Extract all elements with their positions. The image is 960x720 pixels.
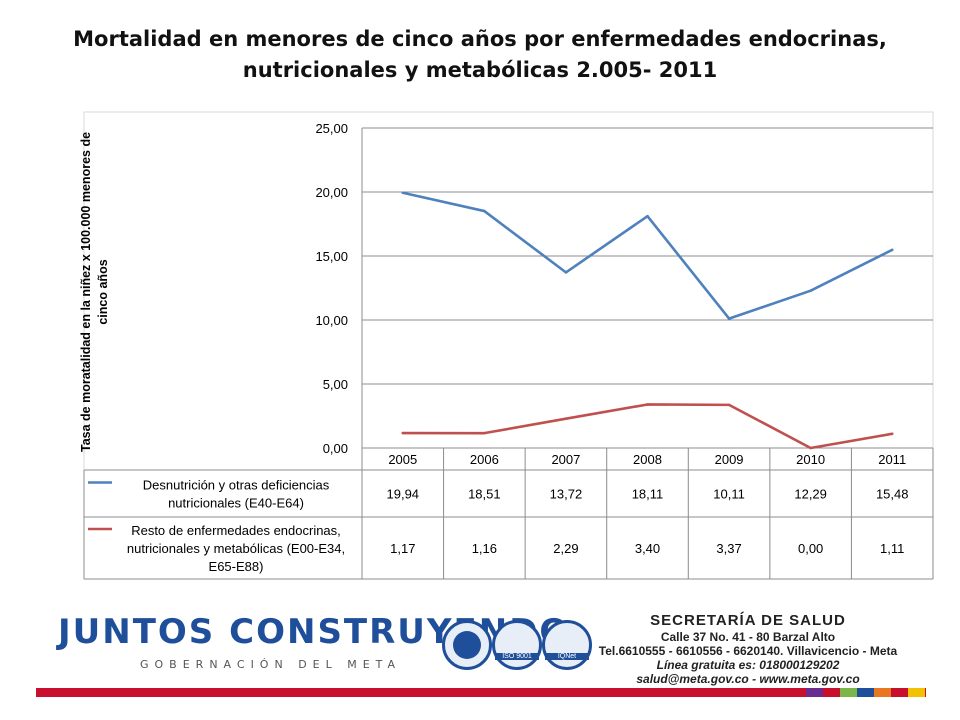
chart: 0,00 5,00 10,00 15,00 20,00 25,00 Tasa de mor… <box>79 111 934 580</box>
chart-frame <box>83 111 934 580</box>
data-cell: 18,11 <box>632 487 664 502</box>
x-tick-label: 2005 <box>388 452 417 467</box>
x-tick-label: 2008 <box>633 452 662 467</box>
chart-title: Mortalidad en menores de cinco años por … <box>40 24 920 86</box>
y-axis-label-line: Tasa de moratalidad en la niñez x 100.00… <box>79 132 93 452</box>
color-stripe <box>840 688 857 697</box>
chart-title-line-1: Mortalidad en menores de cinco años por … <box>73 27 887 51</box>
series-lines <box>401 191 894 450</box>
data-cell: 0,00 <box>798 541 823 556</box>
iso-9001-seal-icon: ISO 9001 <box>492 620 542 670</box>
x-tick-label: 2011 <box>878 452 906 467</box>
y-axis-label-line: cinco años <box>96 259 110 324</box>
series-point <box>646 214 649 218</box>
x-tick-label: 2009 <box>715 452 744 467</box>
footer-bar <box>36 688 926 697</box>
contact-block: SECRETARÍA DE SALUD Calle 37 No. 41 - 80… <box>588 612 908 686</box>
contact-phones: Tel.6610555 - 6610556 - 6620140. Villavi… <box>598 644 898 658</box>
series-point <box>809 446 812 450</box>
series-point <box>401 191 405 195</box>
series-point <box>483 209 486 213</box>
legend-entry-line: Desnutrición y otras deficiencias <box>143 478 330 493</box>
data-table: 2005 2006 2007 2008 2009 2010 2011 Desnutrición… <box>83 448 934 580</box>
data-cell: 15,48 <box>876 487 909 502</box>
color-stripe <box>823 688 840 697</box>
data-cell: 1,17 <box>390 541 415 556</box>
legend-entry-line: E65-E88) <box>209 559 264 574</box>
data-cell: 18,51 <box>468 487 501 502</box>
data-cell: 13,72 <box>550 487 583 502</box>
series-point <box>727 317 731 320</box>
gobernacion-seal-icon <box>442 620 492 670</box>
y-axis-label: Tasa de moratalidad en la niñez x 100.00… <box>79 132 110 452</box>
contact-hotline: Línea gratuita es: 018000129202 <box>656 658 840 672</box>
x-tick-label: 2006 <box>470 452 499 467</box>
y-tick-label: 5,00 <box>323 377 348 392</box>
data-cell: 1,11 <box>880 541 904 556</box>
series-point <box>564 271 568 274</box>
series-point <box>890 432 894 436</box>
series-point <box>646 403 649 406</box>
series-point <box>564 417 568 420</box>
iqnet-seal-icon: IQNet <box>542 620 592 670</box>
legend-entry-line: nutricionales (E40-E64) <box>168 496 304 511</box>
x-tick-label: 2007 <box>551 452 580 467</box>
y-axis-label-group: Tasa de moratalidad en la niñez x 100.00… <box>79 132 110 452</box>
y-tick-labels: 0,00 5,00 10,00 15,00 20,00 25,00 <box>315 121 348 456</box>
series-point <box>727 403 731 407</box>
color-stripe <box>908 688 925 697</box>
series-point <box>483 431 486 435</box>
data-cell: 1,16 <box>472 541 497 556</box>
y-tick-label: 15,00 <box>315 249 348 264</box>
legend-entry-line: nutricionales y metabólicas (E00-E34, <box>127 541 345 556</box>
data-cell: 19,94 <box>387 487 420 502</box>
data-cell: 2,29 <box>553 541 578 556</box>
logo-subtitle: GOBERNACIÓN DEL META <box>140 658 402 671</box>
data-cell: 3,37 <box>716 541 741 556</box>
x-tick-label: 2010 <box>796 452 825 467</box>
contact-address: Calle 37 No. 41 - 80 Barzal Alto <box>660 630 836 644</box>
chart-area <box>83 111 934 580</box>
series-point <box>890 248 894 252</box>
color-stripe <box>806 688 823 697</box>
y-tick-label: 20,00 <box>315 185 348 200</box>
data-cell: 12,29 <box>794 487 827 502</box>
data-cell: 3,40 <box>635 541 660 556</box>
y-tick-label: 25,00 <box>315 121 348 136</box>
legend-entry-line: Resto de enfermedades endocrinas, <box>131 523 341 538</box>
y-tick-label: 10,00 <box>315 313 348 328</box>
color-stripe <box>874 688 891 697</box>
color-stripe <box>857 688 874 697</box>
chart-title-line-2: nutricionales y metabólicas 2.005- 2011 <box>242 58 718 82</box>
contact-email-web: salud@meta.gov.co - www.meta.gov.co <box>636 672 860 686</box>
contact-head: SECRETARÍA DE SALUD <box>650 612 846 629</box>
series-point <box>401 431 405 435</box>
series-point <box>809 289 812 292</box>
gridlines <box>361 127 933 449</box>
data-cell: 10,11 <box>713 487 745 502</box>
y-tick-label: 0,00 <box>323 441 348 456</box>
color-stripe <box>891 688 908 697</box>
